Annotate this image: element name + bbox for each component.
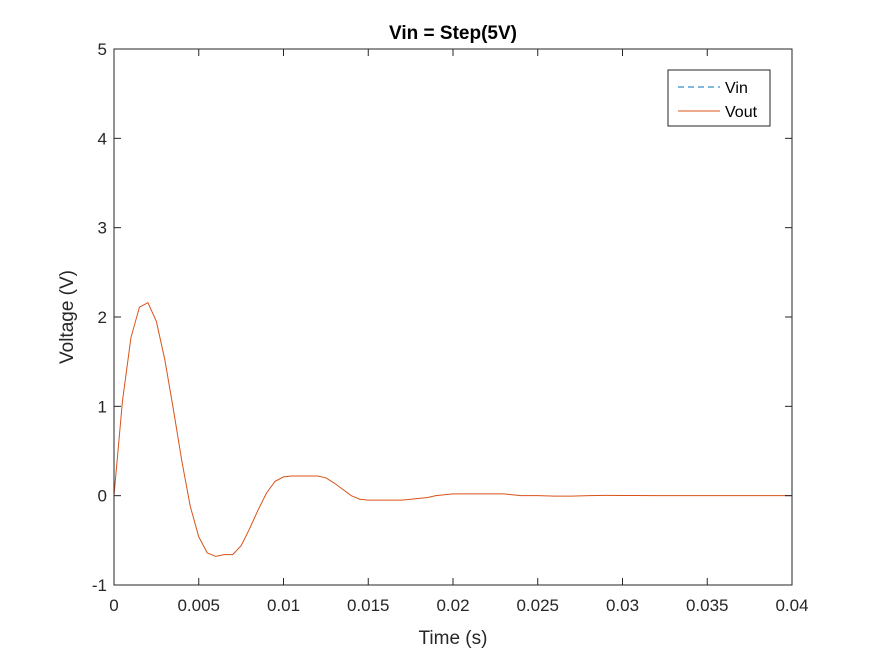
x-tick-label: 0.03 xyxy=(606,596,639,615)
y-tick-label: -1 xyxy=(92,576,107,595)
y-tick-label: 2 xyxy=(98,308,107,327)
x-tick-label: 0.005 xyxy=(177,596,220,615)
x-tick-label: 0.02 xyxy=(436,596,469,615)
y-axis-title: Voltage (V) xyxy=(57,270,78,364)
y-tick-label: 5 xyxy=(98,40,107,59)
x-tick-label: 0.04 xyxy=(775,596,808,615)
legend-label-vout: Vout xyxy=(725,104,758,121)
x-tick-label: 0.01 xyxy=(267,596,300,615)
plot-area-border xyxy=(113,48,793,586)
x-tick-label: 0.025 xyxy=(516,596,559,615)
y-tick-label: 0 xyxy=(98,487,107,506)
legend-box xyxy=(667,69,771,127)
legend: Vin Vout xyxy=(667,69,771,127)
y-tick-label: 1 xyxy=(98,397,107,416)
x-tick-label: 0.035 xyxy=(686,596,729,615)
x-axis-title: Time (s) xyxy=(419,628,488,649)
y-tick-label: 3 xyxy=(98,219,107,238)
series-line-vout xyxy=(113,302,792,557)
x-tick-label: 0 xyxy=(109,596,118,615)
legend-label-vin: Vin xyxy=(725,80,748,97)
y-tick-label: 4 xyxy=(98,129,107,148)
chart-title: Vin = Step(5V) xyxy=(389,23,517,44)
x-tick-label: 0.015 xyxy=(347,596,390,615)
